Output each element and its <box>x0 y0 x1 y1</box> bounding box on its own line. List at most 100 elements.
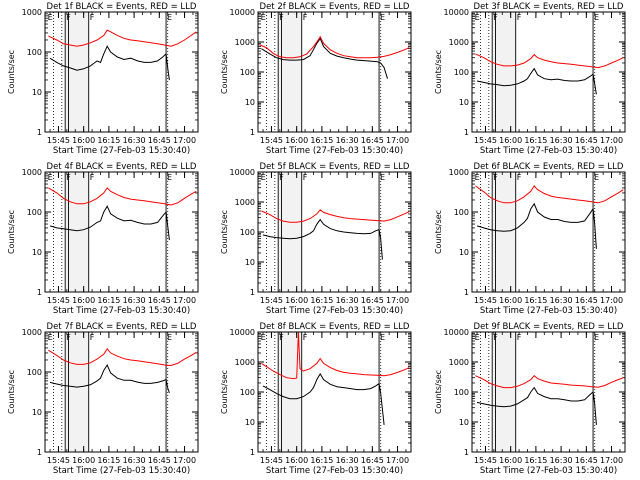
x-tick-label: 16:00 <box>72 136 95 145</box>
segment-marker-label: F <box>66 333 71 342</box>
x-tick-label: 17:00 <box>600 456 623 465</box>
shaded-interval <box>495 332 516 452</box>
x-tick-label: 16:00 <box>285 136 308 145</box>
y-tick-label: 10 <box>459 418 469 427</box>
y-axis-label: Counts/sec <box>434 210 443 254</box>
series-line-events <box>476 202 597 249</box>
series-line-events <box>49 205 170 241</box>
segment-marker-label: F <box>66 173 71 182</box>
y-axis-label: Counts/sec <box>7 370 16 414</box>
shaded-interval <box>281 332 302 452</box>
shaded-interval <box>495 12 516 132</box>
segment-marker-label: F <box>303 333 308 342</box>
shaded-interval <box>166 332 168 452</box>
plot-frame <box>471 11 626 133</box>
y-tick-label: 1000 <box>235 358 255 367</box>
shaded-interval <box>593 332 595 452</box>
panel-title: Det 6f BLACK = Events, RED = LLD <box>474 162 624 172</box>
x-tick-label: 16:45 <box>575 456 598 465</box>
x-tick-label: 16:30 <box>123 136 146 145</box>
x-axis-label: Start Time (27-Feb-03 15:30:40) <box>266 306 403 316</box>
series-line-lld <box>259 35 410 59</box>
panel-title: Det 8f BLACK = Events, RED = LLD <box>260 322 410 332</box>
segment-marker-label: F <box>66 13 71 22</box>
y-tick-label: 1000 <box>235 198 255 207</box>
x-axis-label: Start Time (27-Feb-03 15:30:40) <box>266 466 403 476</box>
y-tick-label: 100 <box>454 388 469 397</box>
plot-frame <box>44 11 199 133</box>
y-tick-label: 1 <box>37 288 42 297</box>
panel-title: Det 4f BLACK = Events, RED = LLD <box>47 162 197 172</box>
y-tick-label: 100 <box>454 208 469 217</box>
x-axis-label: Start Time (27-Feb-03 15:30:40) <box>266 146 403 156</box>
y-tick-label: 1000 <box>22 328 42 337</box>
panel-title: Det 9f BLACK = Events, RED = LLD <box>474 322 624 332</box>
x-tick-label: 16:00 <box>72 296 95 305</box>
segment-marker-label: F <box>279 333 284 342</box>
detector-panel-4: 1 10 100 1000 15:45 16:00 16:15 16:30 16:45 17:00… <box>7 162 199 316</box>
y-tick-label: 10000 <box>230 328 255 337</box>
x-tick-label: 16:00 <box>499 296 522 305</box>
segment-marker-label: E <box>475 13 480 22</box>
x-axis-label: Start Time (27-Feb-03 15:30:40) <box>480 306 617 316</box>
shaded-interval <box>65 172 69 292</box>
segment-marker-label: E <box>594 173 599 182</box>
x-tick-label: 16:00 <box>72 456 95 465</box>
y-tick-label: 1000 <box>449 38 469 47</box>
y-tick-label: 1000 <box>449 168 469 177</box>
series-line-lld <box>475 374 624 389</box>
panel-title: Det 2f BLACK = Events, RED = LLD <box>260 2 410 12</box>
segment-marker-label: E <box>261 173 266 182</box>
panel-title: Det 1f BLACK = Events, RED = LLD <box>47 2 197 12</box>
segment-marker-label: F <box>517 333 522 342</box>
detector-panel-5: 1 10 100 1000 10000 15:45 16:00 16:15 16:30 16:45… <box>220 162 412 316</box>
x-tick-label: 16:15 <box>524 136 547 145</box>
x-tick-label: 15:45 <box>47 296 70 305</box>
plot-frame <box>44 331 199 453</box>
y-tick-label: 10 <box>245 418 255 427</box>
y-tick-label: 1000 <box>22 168 42 177</box>
series-line-lld <box>261 331 410 380</box>
series-line-lld <box>48 187 197 206</box>
detector-panel-7: 1 10 100 1000 15:45 16:00 16:15 16:30 16:45 17:00… <box>7 322 199 476</box>
x-tick-label: 16:30 <box>336 136 359 145</box>
segment-marker-label: E <box>475 333 480 342</box>
y-tick-label: 100 <box>454 68 469 77</box>
y-tick-label: 10000 <box>444 8 469 17</box>
shaded-interval <box>593 172 595 292</box>
segment-marker-label: E <box>380 13 385 22</box>
y-tick-label: 100 <box>27 368 42 377</box>
x-tick-label: 16:45 <box>361 456 384 465</box>
segment-marker-label: E <box>48 333 53 342</box>
x-tick-label: 15:45 <box>260 456 283 465</box>
x-tick-label: 16:30 <box>123 296 146 305</box>
segment-marker-label: F <box>279 13 284 22</box>
x-tick-label: 16:30 <box>336 456 359 465</box>
x-tick-label: 16:30 <box>336 296 359 305</box>
series-line-events <box>476 67 597 95</box>
detector-panel-2: 1 10 100 1000 10000 15:45 16:00 16:15 16:30 16:45… <box>220 2 412 156</box>
series-line-lld <box>261 209 410 223</box>
x-tick-label: 16:30 <box>550 456 573 465</box>
segment-marker-label: F <box>493 173 498 182</box>
x-tick-label: 16:15 <box>310 296 333 305</box>
x-tick-label: 16:15 <box>524 456 547 465</box>
segment-marker-label: F <box>90 173 95 182</box>
x-tick-label: 17:00 <box>600 136 623 145</box>
panel-title: Det 5f BLACK = Events, RED = LLD <box>260 162 410 172</box>
series-line-events <box>261 37 388 79</box>
panel-title: Det 3f BLACK = Events, RED = LLD <box>474 2 624 12</box>
shaded-interval <box>278 172 282 292</box>
y-tick-label: 100 <box>240 388 255 397</box>
x-axis-label: Start Time (27-Feb-03 15:30:40) <box>53 466 190 476</box>
segment-marker-label: F <box>493 13 498 22</box>
x-tick-label: 16:30 <box>123 456 146 465</box>
x-tick-label: 17:00 <box>386 456 409 465</box>
plot-frame <box>257 331 412 453</box>
y-tick-label: 10000 <box>230 8 255 17</box>
x-tick-label: 16:45 <box>148 296 171 305</box>
segment-marker-label: E <box>380 333 385 342</box>
series-line-events <box>49 45 170 81</box>
y-tick-label: 1 <box>464 448 469 457</box>
